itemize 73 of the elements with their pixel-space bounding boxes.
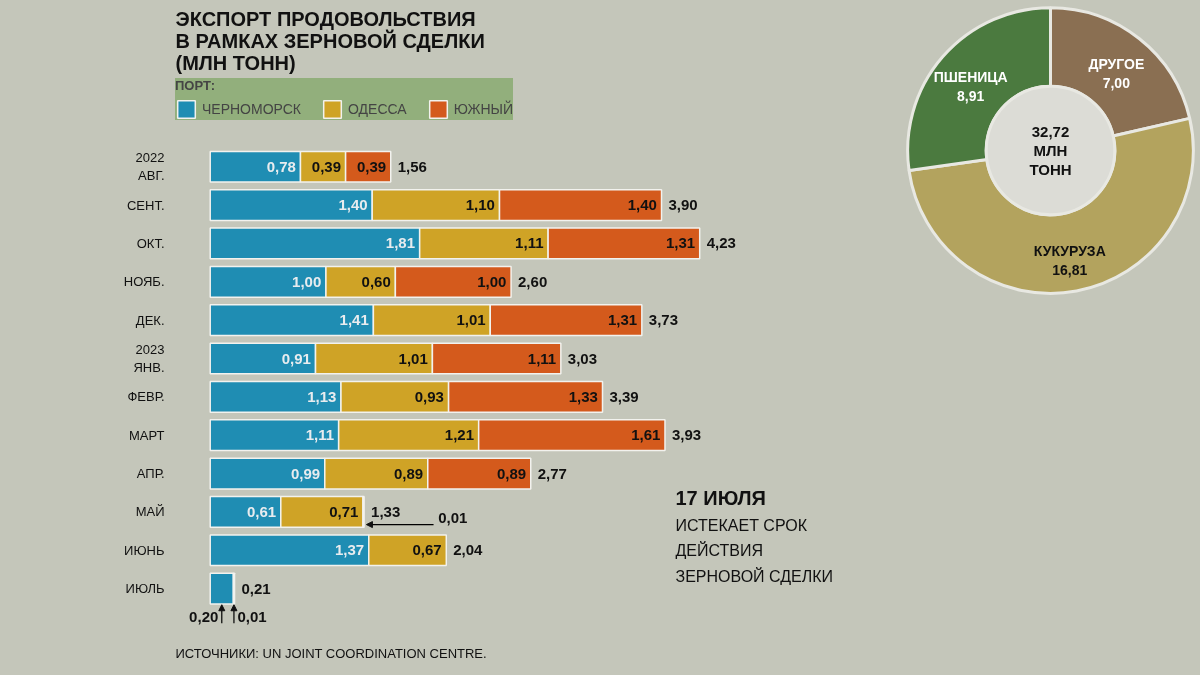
data-label: 0,60	[361, 272, 391, 290]
data-label: 1,10	[465, 196, 495, 214]
data-label: 0,78	[266, 157, 296, 175]
y-tick-label: СЕНТ.	[126, 197, 165, 213]
legend-label: ЧЕРНОМОРСК	[202, 101, 302, 117]
data-label: 1,11	[515, 234, 544, 252]
total-label: 3,90	[668, 196, 698, 214]
data-label: 0,61	[246, 502, 277, 520]
data-label: 0,89	[496, 464, 527, 482]
data-label: 1,13	[307, 387, 337, 405]
annotation: 17 ИЮЛЯ	[675, 486, 766, 509]
data-label: 0,99	[290, 464, 321, 482]
annotation: ИСТЕКАЕТ СРОК ДЕЙСТВИЯ ЗЕРНОВОЙ СДЕЛКИ	[675, 516, 834, 585]
total-label: 3,93	[671, 426, 702, 444]
y-tick-label: НОЯБ.	[123, 274, 165, 290]
data-label: 0,91	[281, 349, 311, 367]
data-label: 0,01	[438, 508, 468, 526]
y-tick-label: 2022 АВГ.	[135, 150, 165, 184]
data-label: 0,01	[237, 608, 267, 626]
data-label: 1,00	[292, 272, 322, 290]
slice-label: КУКУРУЗА	[1033, 242, 1106, 259]
y-tick-label: ФЕВР.	[127, 389, 165, 405]
total-label: 4,23	[706, 234, 736, 252]
data-label: 1,31	[665, 234, 696, 252]
y-tick-label: 2023 ЯНВ.	[133, 342, 165, 375]
y-tick-label: ОКТ.	[136, 235, 165, 251]
data-label: 1,33	[568, 387, 598, 405]
data-label: 16,81	[1052, 261, 1088, 278]
chart-title: ЭКСПОРТ ПРОДОВОЛЬСТВИЯ В РАМКАХ ЗЕРНОВОЙ СДЕЛКИ (МЛН ТОНН)	[175, 7, 485, 74]
data-label: 1,01	[456, 311, 486, 329]
data-label: 0,67	[412, 541, 442, 559]
text: 32,72 МЛН ТОНН	[1029, 123, 1072, 178]
slice-label: ПШЕНИЦА	[933, 69, 1008, 86]
data-label: 0,93	[414, 387, 444, 405]
y-tick-label: АПР.	[136, 466, 165, 482]
data-label: 1,31	[608, 311, 638, 329]
legend-label: ОДЕССА	[348, 101, 407, 117]
slice-label: ДРУГОЕ	[1088, 55, 1145, 72]
data-label: 1,11	[527, 349, 557, 367]
legend-title: ПОРТ:	[175, 78, 217, 93]
data-label: 0,89	[393, 464, 424, 482]
total-label: 3,73	[648, 311, 678, 329]
y-tick-label: ИЮНЬ	[124, 542, 165, 558]
data-label: 1,01	[398, 349, 428, 367]
data-label: 1,61	[631, 426, 661, 444]
y-tick-label: ИЮЛЬ	[125, 581, 165, 597]
total-label: 1,33	[371, 502, 401, 520]
data-label: 0,20	[189, 608, 219, 626]
y-tick-label: МАРТ	[128, 427, 165, 443]
data-label: 1,40	[338, 196, 368, 214]
data-label: 0,39	[311, 157, 341, 175]
legend-label: ЮЖНЫЙ	[453, 101, 514, 117]
data-label: 8,91	[957, 88, 985, 105]
data-label: 0,39	[356, 157, 387, 175]
total-label: 2,77	[537, 464, 567, 482]
data-label: 1,37	[334, 541, 365, 559]
data-label: 1,81	[385, 234, 416, 252]
total-label: 0,21	[241, 579, 271, 597]
data-label: 1,41	[339, 311, 369, 329]
data-label: 1,00	[477, 272, 507, 290]
data-label: 1,11	[305, 426, 335, 444]
total-label: 1,56	[397, 157, 427, 175]
text: ИСТОЧНИКИ: UN JOINT COORDINATION CENTRE.	[175, 645, 487, 661]
total-label: 2,60	[518, 272, 548, 290]
total-label: 2,04	[453, 541, 484, 559]
data-label: 7,00	[1102, 75, 1131, 92]
data-label: 1,40	[627, 196, 657, 214]
total-label: 3,39	[609, 387, 639, 405]
data-label: 1,21	[444, 426, 475, 444]
total-label: 3,03	[567, 349, 597, 367]
y-tick-label: МАЙ	[135, 504, 165, 520]
data-label: 0,71	[329, 502, 359, 520]
y-tick-label: ДЕК.	[135, 312, 165, 328]
